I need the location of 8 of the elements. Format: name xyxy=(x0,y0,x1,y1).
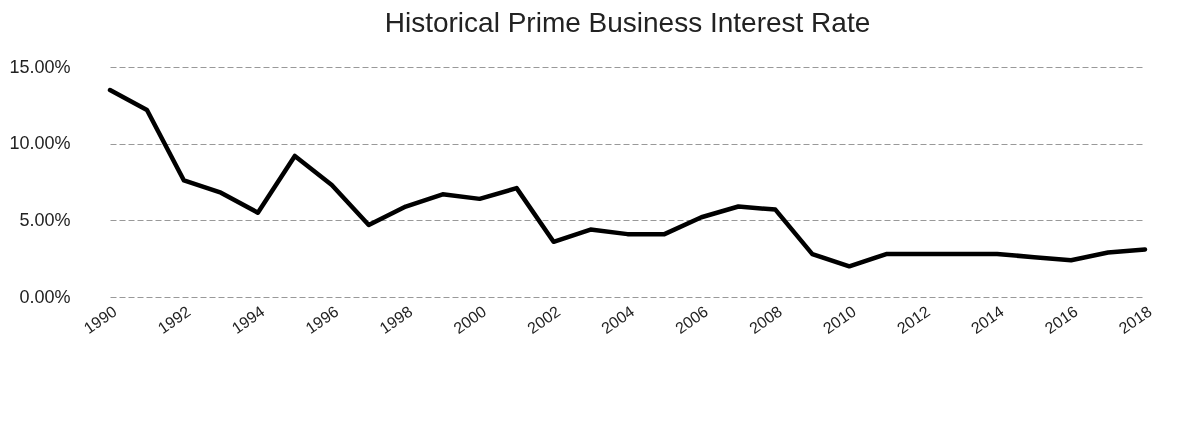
x-tick-label: 1996 xyxy=(302,302,342,338)
chart-title: Historical Prime Business Interest Rate xyxy=(384,7,871,38)
y-tick-label: 15.00% xyxy=(9,56,71,77)
y-tick-label: 0.00% xyxy=(19,286,71,307)
x-tick-label: 1992 xyxy=(154,302,194,338)
line-series xyxy=(107,87,1148,269)
y-tick-label: 5.00% xyxy=(19,209,71,230)
y-tick-label: 10.00% xyxy=(9,133,71,154)
